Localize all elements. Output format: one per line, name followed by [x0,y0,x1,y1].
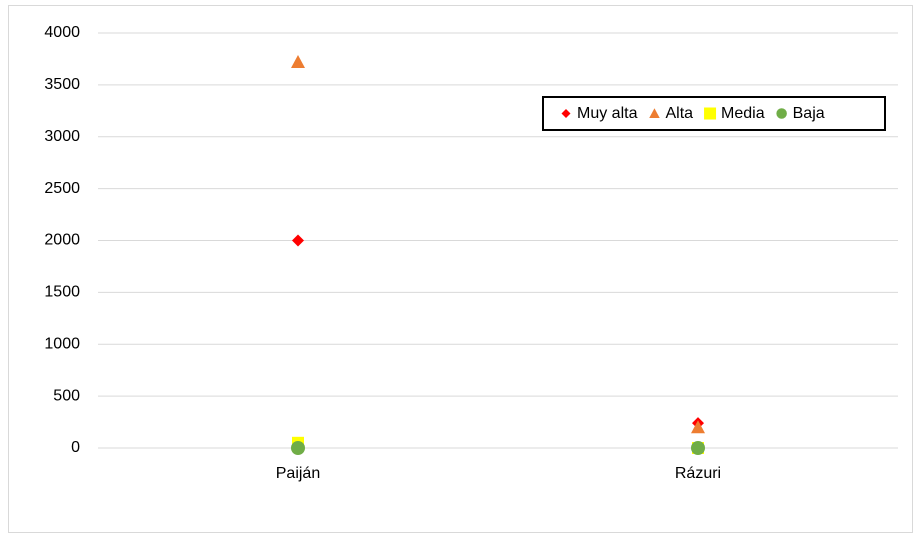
y-tick-label: 2000 [44,232,80,249]
data-point [691,441,705,455]
legend-label: Media [721,105,765,122]
y-tick-label: 3500 [44,76,80,93]
data-point [291,441,305,455]
y-tick-label: 0 [71,439,80,456]
legend-label: Muy alta [577,105,638,122]
y-tick-label: 4000 [44,24,80,41]
y-tick-label: 1000 [44,335,80,352]
x-tick-label: Paiján [276,465,320,482]
legend-label: Alta [665,105,693,122]
legend-marker [561,109,571,118]
data-point [291,55,305,69]
y-tick-label: 500 [53,387,80,404]
y-tick-label: 2500 [44,180,80,197]
legend-marker [776,108,787,119]
legend-marker [649,108,660,118]
legend-label: Baja [793,105,825,122]
data-point [292,234,304,247]
x-tick-label: Rázuri [675,465,721,482]
chart-border [8,5,913,533]
y-tick-label: 3000 [44,128,80,145]
data-point [691,420,705,434]
y-tick-label: 1500 [44,284,80,301]
legend-marker [704,107,717,120]
